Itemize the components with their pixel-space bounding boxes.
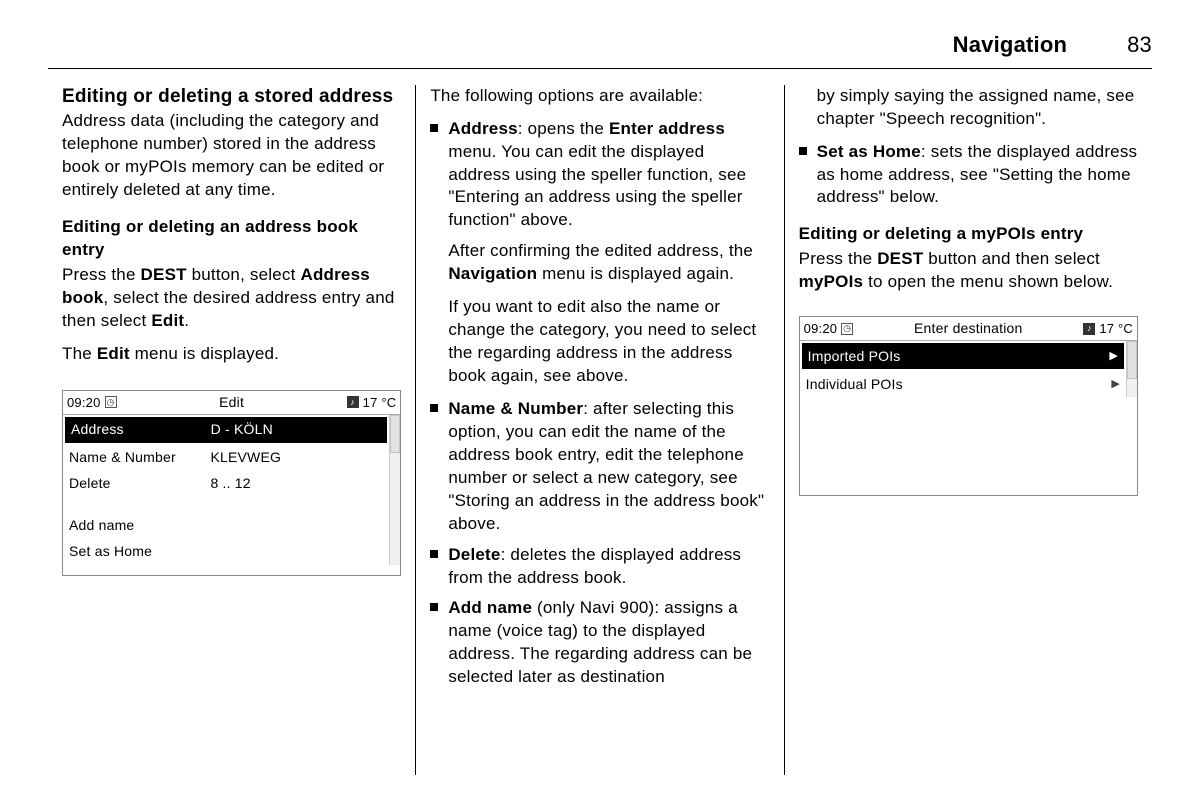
- chevron-right-icon: ▶: [1111, 377, 1120, 392]
- screen1-scrollbar[interactable]: [390, 415, 400, 565]
- screen1-body: Address D - KÖLN Name & Number KLEVWEG D…: [63, 415, 400, 565]
- col2-option-list: Address: opens the Enter address menu. Y…: [430, 118, 769, 690]
- screen2-list: Imported POIs ▶ Individual POIs ▶: [800, 341, 1127, 397]
- option-set-home: Set as Home: sets the displayed address …: [799, 141, 1138, 210]
- list-item-set-home[interactable]: Set as Home: [63, 539, 389, 565]
- col1-para3: The Edit menu is displayed.: [62, 343, 401, 366]
- col1-para2: Press the DEST button, select Address bo…: [62, 264, 401, 333]
- chevron-right-icon: ▶: [1109, 349, 1118, 364]
- list-spacer: [63, 497, 389, 513]
- header-title: Navigation: [953, 30, 1067, 60]
- option-address-sub1: After confirming the edited address, the…: [448, 240, 769, 286]
- column-3: by simply saying the assigned name, see …: [784, 85, 1152, 775]
- option-address: Address: opens the Enter address menu. Y…: [430, 118, 769, 388]
- col3-option-list: Set as Home: sets the displayed address …: [799, 141, 1138, 210]
- option-delete: Delete: deletes the displayed address fr…: [430, 544, 769, 590]
- list-item-name-number[interactable]: Name & Number KLEVWEG: [63, 445, 389, 471]
- screen1-temp: 17 °C: [363, 394, 397, 412]
- content-columns: Editing or deleting a stored address Add…: [48, 85, 1152, 775]
- col1-heading: Editing or deleting a stored address: [62, 85, 401, 109]
- column-2: The following options are available: Add…: [415, 85, 783, 775]
- col3-continuation: by simply saying the assigned name, see …: [799, 85, 1138, 131]
- note-icon: ♪: [347, 396, 359, 408]
- option-add-name: Add name (only Navi 900): assigns a name…: [430, 597, 769, 689]
- note-icon: ♪: [1083, 323, 1095, 335]
- page-header: Navigation 83: [48, 30, 1152, 69]
- list-item-delete[interactable]: Delete 8 .. 12: [63, 471, 389, 497]
- screen1-header: 09:20 ◷ Edit ♪ 17 °C: [63, 391, 400, 415]
- col3-para1: Press the DEST button and then select my…: [799, 248, 1138, 294]
- column-1: Editing or deleting a stored address Add…: [48, 85, 415, 775]
- col3-subheading: Editing or deleting a myPOIs entry: [799, 223, 1138, 246]
- screen2-temp: 17 °C: [1099, 320, 1133, 338]
- col2-lead: The following options are available:: [430, 85, 769, 108]
- screen-enter-destination: 09:20 ◷ Enter destination ♪ 17 °C Import…: [799, 316, 1138, 496]
- clock-icon: ◷: [105, 396, 117, 408]
- screen2-time: 09:20: [804, 320, 838, 338]
- list-item-add-name[interactable]: Add name: [63, 513, 389, 539]
- list-item-imported-pois[interactable]: Imported POIs ▶: [802, 343, 1124, 369]
- list-item-individual-pois[interactable]: Individual POIs ▶: [800, 371, 1126, 397]
- screen2-title: Enter destination: [857, 319, 1079, 338]
- list-item-address[interactable]: Address D - KÖLN: [65, 417, 387, 443]
- screen1-title: Edit: [121, 393, 343, 412]
- screen1-time: 09:20: [67, 394, 101, 412]
- screen2-scrollbar[interactable]: [1127, 341, 1137, 397]
- screen1-list: Address D - KÖLN Name & Number KLEVWEG D…: [63, 415, 390, 565]
- screen2-body: Imported POIs ▶ Individual POIs ▶: [800, 341, 1137, 397]
- clock-icon: ◷: [841, 323, 853, 335]
- option-address-sub2: If you want to edit also the name or cha…: [448, 296, 769, 388]
- header-page-number: 83: [1127, 30, 1152, 60]
- option-name-number: Name & Number: after selecting this opti…: [430, 398, 769, 536]
- screen2-header: 09:20 ◷ Enter destination ♪ 17 °C: [800, 317, 1137, 341]
- col1-subheading: Editing or deleting an address book entr…: [62, 216, 401, 262]
- col1-para1: Address data (including the category and…: [62, 110, 401, 202]
- screen-edit-menu: 09:20 ◷ Edit ♪ 17 °C Address D - KÖLN Na…: [62, 390, 401, 576]
